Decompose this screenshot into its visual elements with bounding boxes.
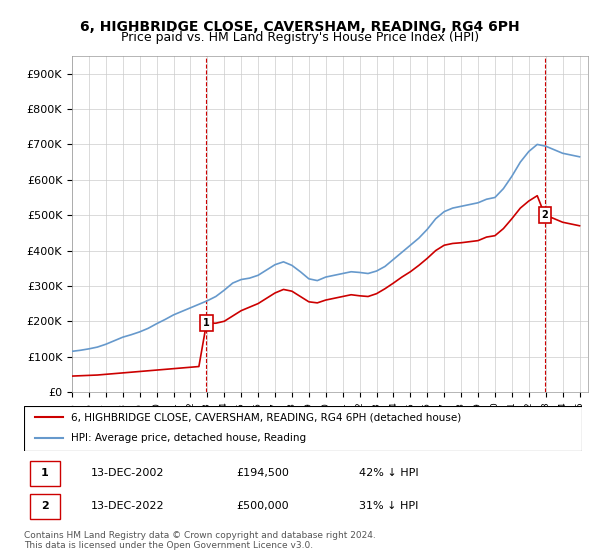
Text: HPI: Average price, detached house, Reading: HPI: Average price, detached house, Read… [71, 433, 307, 444]
Text: 1: 1 [41, 468, 49, 478]
Text: 13-DEC-2002: 13-DEC-2002 [91, 468, 164, 478]
Text: 13-DEC-2022: 13-DEC-2022 [91, 501, 164, 511]
Text: 2: 2 [41, 501, 49, 511]
Text: 31% ↓ HPI: 31% ↓ HPI [359, 501, 418, 511]
Text: 6, HIGHBRIDGE CLOSE, CAVERSHAM, READING, RG4 6PH (detached house): 6, HIGHBRIDGE CLOSE, CAVERSHAM, READING,… [71, 412, 461, 422]
FancyBboxPatch shape [24, 406, 582, 451]
Text: 6, HIGHBRIDGE CLOSE, CAVERSHAM, READING, RG4 6PH: 6, HIGHBRIDGE CLOSE, CAVERSHAM, READING,… [80, 20, 520, 34]
Text: Contains HM Land Registry data © Crown copyright and database right 2024.
This d: Contains HM Land Registry data © Crown c… [24, 531, 376, 550]
FancyBboxPatch shape [29, 460, 60, 486]
Text: 2: 2 [541, 210, 548, 220]
FancyBboxPatch shape [29, 493, 60, 519]
Text: Price paid vs. HM Land Registry's House Price Index (HPI): Price paid vs. HM Land Registry's House … [121, 31, 479, 44]
Text: £194,500: £194,500 [236, 468, 289, 478]
Text: £500,000: £500,000 [236, 501, 289, 511]
Text: 42% ↓ HPI: 42% ↓ HPI [359, 468, 418, 478]
Text: 1: 1 [203, 318, 210, 328]
